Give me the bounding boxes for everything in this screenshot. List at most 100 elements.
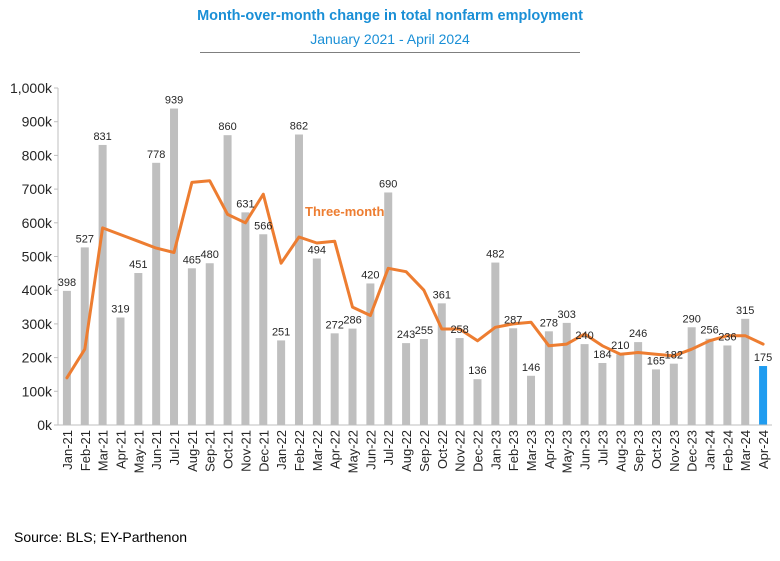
x-tick-label: Mar-22 xyxy=(310,430,325,471)
bar-Aug-23 xyxy=(616,354,625,425)
bar-Feb-24 xyxy=(723,345,732,425)
bar-Jul-22 xyxy=(384,192,393,425)
y-tick-label: 300k xyxy=(22,316,53,332)
bar-value-label: 631 xyxy=(236,198,254,210)
y-tick-label: 0k xyxy=(37,417,53,433)
bar-value-label: 315 xyxy=(736,305,754,317)
bar-value-label: 482 xyxy=(486,249,504,261)
bar-Jun-22 xyxy=(366,283,375,425)
x-tick-label: Nov-22 xyxy=(453,430,468,472)
bar-Feb-21 xyxy=(80,247,89,425)
bar-value-label: 303 xyxy=(558,309,576,321)
bar-value-label: 184 xyxy=(593,349,611,361)
x-tick-label: Feb-24 xyxy=(720,430,735,471)
bar-Dec-21 xyxy=(259,234,268,425)
x-tick-label: Jun-22 xyxy=(363,430,378,470)
bar-value-label: 862 xyxy=(290,121,308,133)
bar-value-label: 136 xyxy=(468,365,486,377)
bar-line-chart: 0k 100k 200k 300k 400k 500k 600k 700k 800k 900k 1,… xyxy=(10,80,773,473)
x-tick-label: Jun-23 xyxy=(578,430,593,470)
bar-value-label: 182 xyxy=(665,350,683,362)
x-tick-label: Oct-23 xyxy=(649,430,664,469)
x-tick-label: Mar-23 xyxy=(524,430,539,471)
bar-value-label: 494 xyxy=(308,245,326,257)
bar-May-21 xyxy=(134,273,143,425)
bar-value-label: 175 xyxy=(754,352,772,364)
bar-Nov-22 xyxy=(455,338,464,425)
bar-Aug-21 xyxy=(187,268,196,425)
x-tick-label: Jan-23 xyxy=(488,430,503,470)
bar-Sep-21 xyxy=(205,263,214,425)
three-month-line xyxy=(65,179,765,380)
y-tick-label: 800k xyxy=(22,147,53,163)
bar-Apr-24 xyxy=(759,366,768,425)
bar-Jun-21 xyxy=(152,162,161,425)
bar-value-label: 778 xyxy=(147,149,165,161)
bar-value-label: 165 xyxy=(647,355,665,367)
x-tick-label: Nov-21 xyxy=(238,430,253,472)
x-tick-label: Jul-23 xyxy=(595,430,610,465)
x-tick-label: Jul-21 xyxy=(167,430,182,465)
x-tick-label: Mar-21 xyxy=(96,430,111,471)
y-tick-label: 200k xyxy=(22,350,53,366)
bar-Jul-21 xyxy=(170,108,179,425)
bar-value-label: 939 xyxy=(165,95,183,107)
bar-value-label: 465 xyxy=(183,254,201,266)
bar-Oct-23 xyxy=(651,369,660,425)
x-tick-label: Dec-21 xyxy=(256,430,271,472)
bar-Feb-22 xyxy=(294,134,303,426)
x-tick-label: Sep-22 xyxy=(417,430,432,472)
x-tick-label: Sep-23 xyxy=(631,430,646,472)
bar-Dec-22 xyxy=(473,379,482,425)
x-tick-label: Apr-24 xyxy=(756,430,771,469)
bar-value-label: 398 xyxy=(58,277,76,289)
x-tick-label: Jan-21 xyxy=(60,430,75,470)
x-tick-label: Apr-22 xyxy=(328,430,343,469)
three-month-series-label: Three-month xyxy=(305,204,385,219)
bar-Apr-22 xyxy=(330,333,339,425)
x-tick-label: Jun-21 xyxy=(149,430,164,470)
bar-value-label: 278 xyxy=(540,317,558,329)
bar-value-label: 146 xyxy=(522,362,540,374)
x-tick-label: Jan-24 xyxy=(703,430,718,470)
x-tick-label: Oct-22 xyxy=(435,430,450,469)
bar-value-label: 480 xyxy=(201,249,219,261)
bar-value-label: 566 xyxy=(254,220,272,232)
x-tick-label: Oct-21 xyxy=(221,430,236,469)
bar-value-label: 251 xyxy=(272,326,290,338)
bar-Oct-21 xyxy=(223,135,232,425)
source-note: Source: BLS; EY-Parthenon xyxy=(14,529,188,545)
bar-value-label: 361 xyxy=(433,289,451,301)
bar-Mar-24 xyxy=(741,318,750,425)
x-tick-label: May-23 xyxy=(560,430,575,473)
x-tick-label: Jan-22 xyxy=(274,430,289,470)
x-tick-label: Feb-23 xyxy=(506,430,521,471)
x-tick-label: Sep-21 xyxy=(203,430,218,472)
bar-value-label: 831 xyxy=(93,131,111,143)
bar-value-label: 240 xyxy=(575,330,593,342)
bar-Jan-24 xyxy=(705,338,714,425)
title-underline xyxy=(200,52,580,53)
bar-Sep-22 xyxy=(419,339,428,425)
x-tick-label: Apr-21 xyxy=(113,430,128,469)
x-tick-label: Feb-21 xyxy=(78,430,93,471)
x-tick-label: Mar-24 xyxy=(738,430,753,471)
y-tick-label: 900k xyxy=(22,114,53,130)
bar-value-label: 243 xyxy=(397,329,415,341)
bar-value-label: 690 xyxy=(379,178,397,190)
bar-value-label: 287 xyxy=(504,314,522,326)
bar-Jan-21 xyxy=(62,290,71,425)
bar-Aug-22 xyxy=(402,343,411,425)
chart-subtitle: January 2021 - April 2024 xyxy=(310,31,470,47)
y-tick-label: 1,000k xyxy=(10,80,53,96)
bar-May-23 xyxy=(562,322,571,425)
bar-Sep-23 xyxy=(634,342,643,425)
bar-value-label: 527 xyxy=(76,233,94,245)
x-tick-label: Dec-23 xyxy=(685,430,700,472)
bar-value-label: 246 xyxy=(629,328,647,340)
y-tick-label: 600k xyxy=(22,215,53,231)
bar-value-label: 319 xyxy=(111,303,129,315)
bar-Mar-22 xyxy=(312,258,321,425)
bar-May-22 xyxy=(348,328,357,425)
